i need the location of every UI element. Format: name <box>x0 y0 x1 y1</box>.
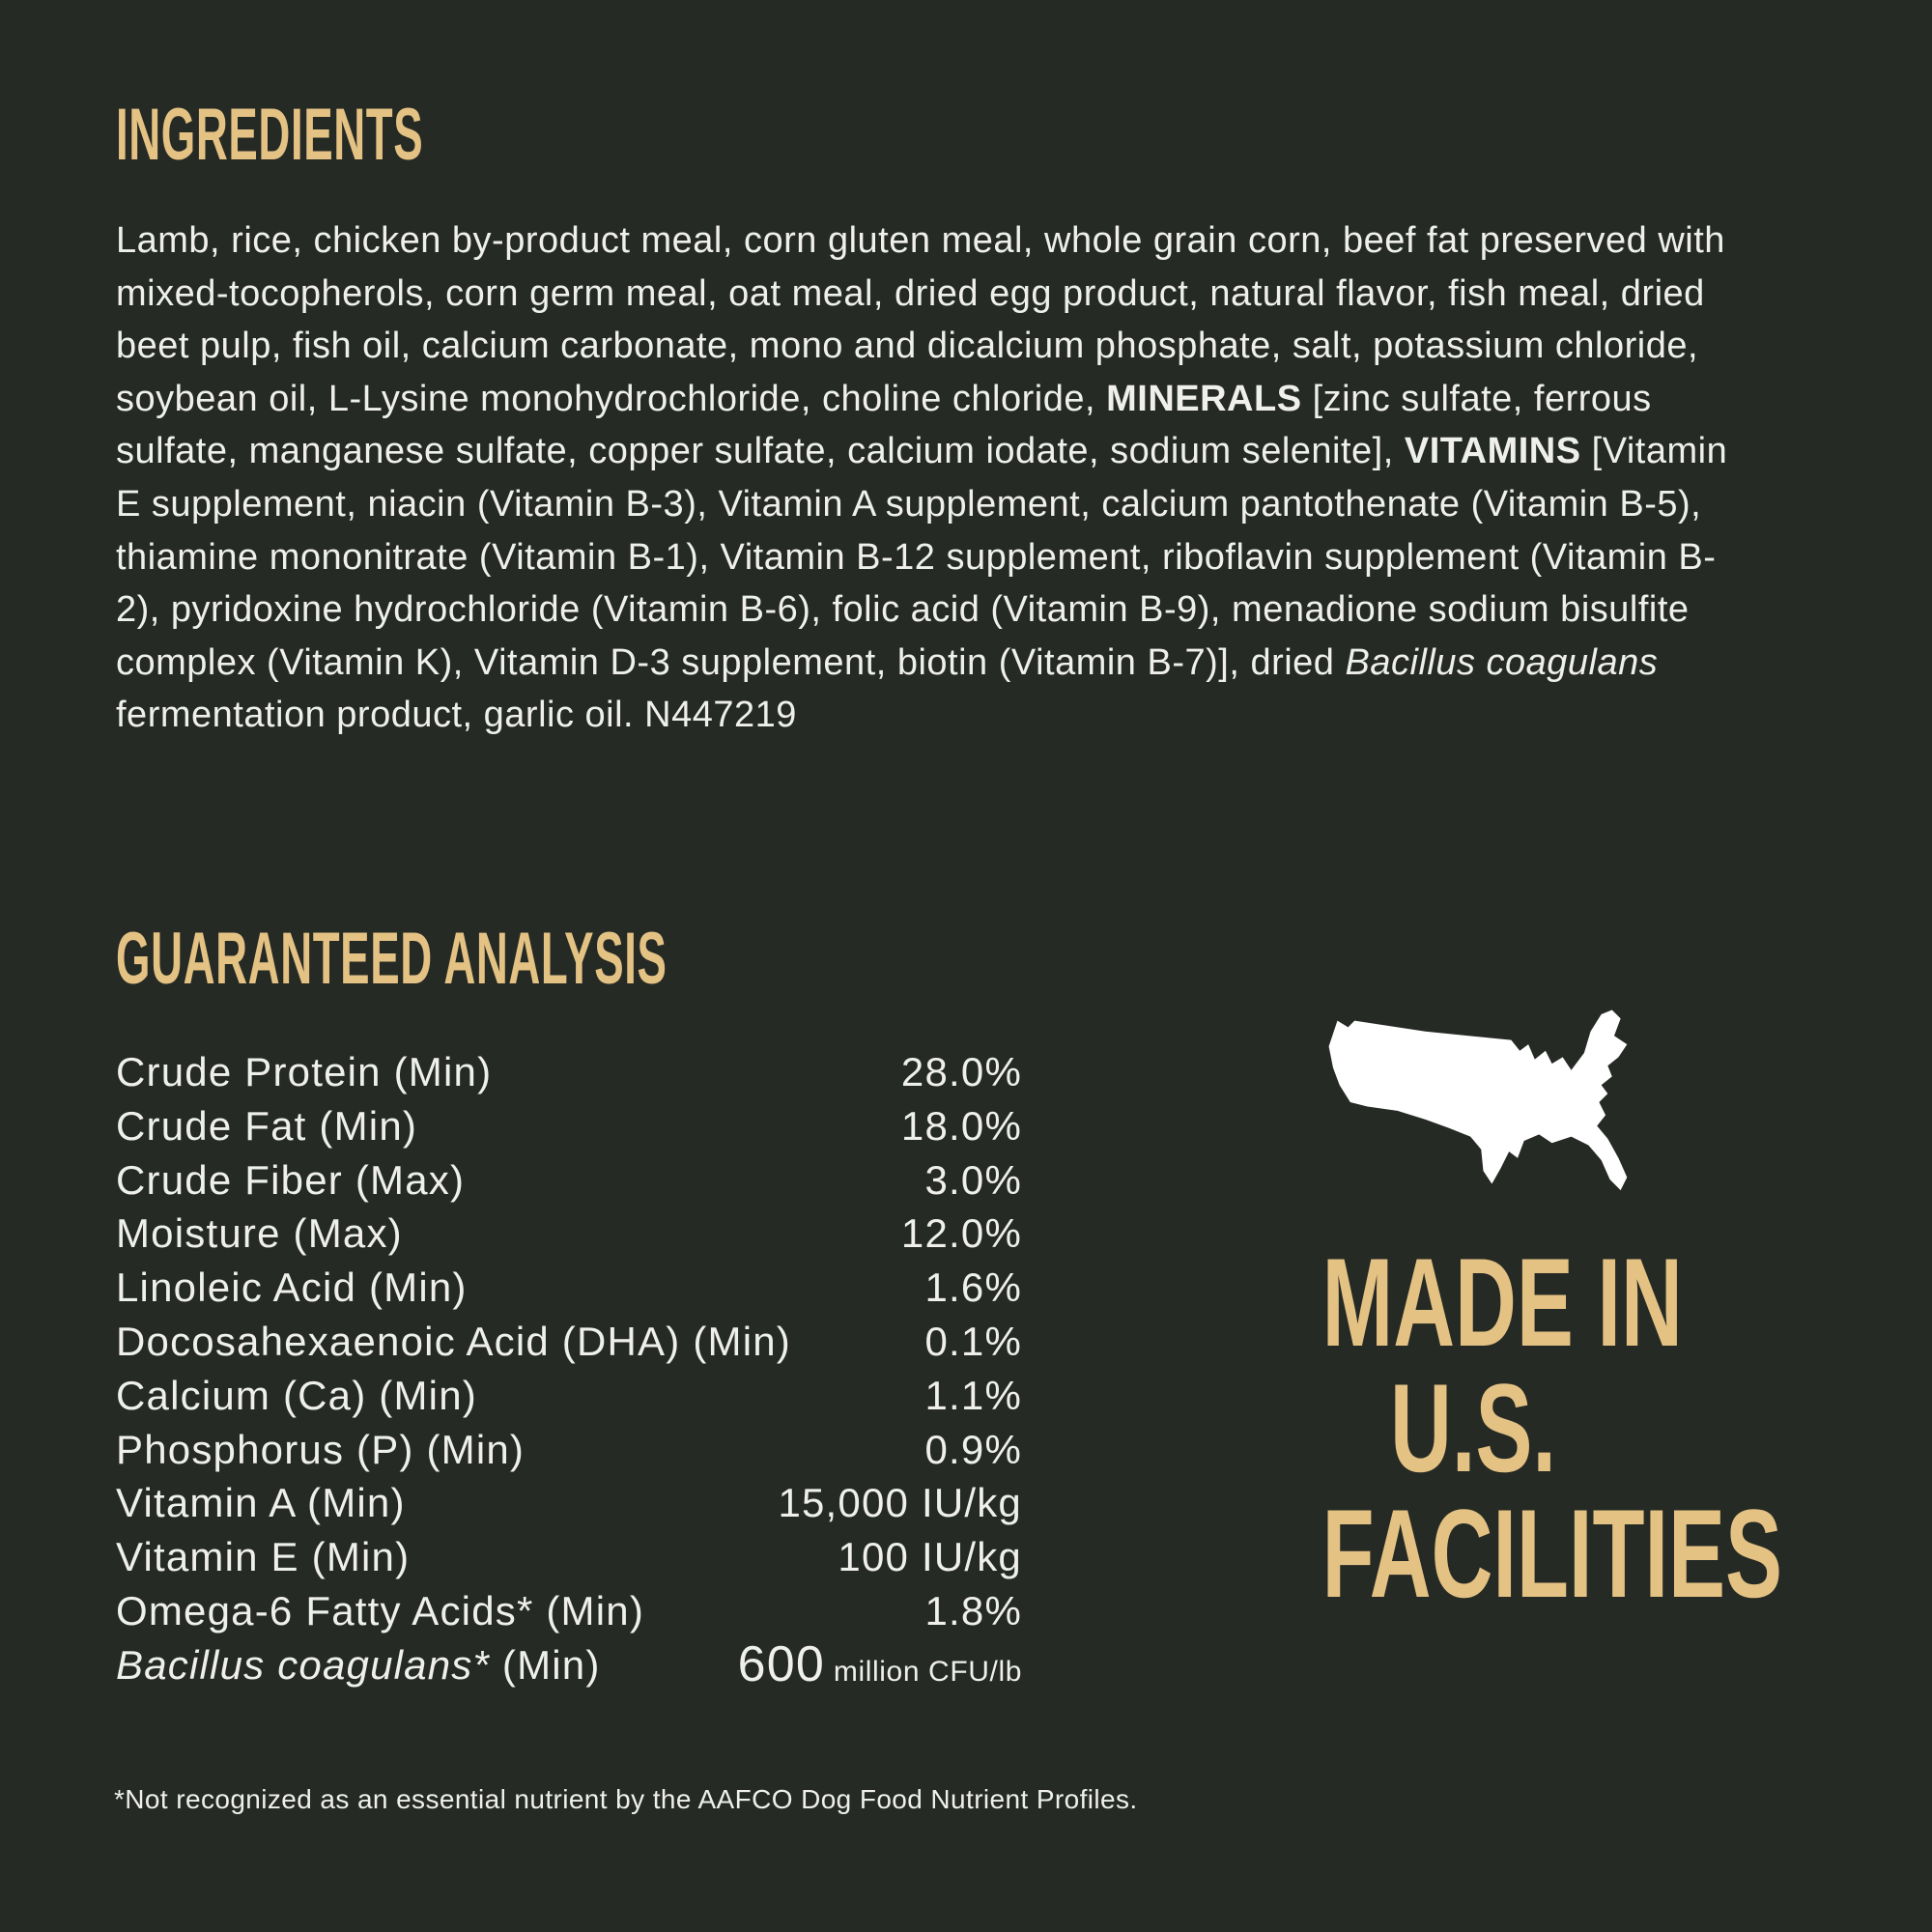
analysis-row-label: Moisture (Max) <box>116 1207 403 1261</box>
analysis-row-label: Phosphorus (P) (Min) <box>116 1423 525 1477</box>
value-part: 1.1% <box>924 1372 1022 1418</box>
value-part: 0.9% <box>924 1426 1022 1472</box>
analysis-row-value: 1.6% <box>924 1261 1022 1315</box>
analysis-row-value: 100 IU/kg <box>838 1530 1022 1584</box>
analysis-row-value: 28.0% <box>901 1045 1022 1099</box>
analysis-row-label: Vitamin A (Min) <box>116 1476 406 1530</box>
analysis-row: Crude Fat (Min) 18.0% <box>116 1099 1022 1153</box>
made-in-line-2: U.S. <box>1390 1357 1556 1498</box>
value-part: 15,000 IU/kg <box>778 1480 1022 1526</box>
value-part: 18.0% <box>900 1102 1022 1149</box>
text-segment: Crude Protein (Min) <box>116 1049 493 1094</box>
analysis-row-label: Crude Protein (Min) <box>116 1045 492 1099</box>
analysis-row-label: Crude Fat (Min) <box>116 1099 417 1153</box>
analysis-row-value: 600 million CFU/lb <box>737 1635 1022 1699</box>
text-segment: [Vitamin E supplement, niacin (Vitamin B… <box>116 431 1728 683</box>
text-segment: Linoleic Acid (Min) <box>116 1264 468 1311</box>
analysis-row-value: 1.1% <box>924 1369 1022 1423</box>
analysis-row-value: 15,000 IU/kg <box>778 1476 1022 1530</box>
analysis-row-label: Omega-6 Fatty Acids* (Min) <box>116 1584 644 1638</box>
analysis-row: Crude Protein (Min) 28.0% <box>116 1045 1022 1099</box>
analysis-row-label: Vitamin E (Min) <box>116 1530 410 1584</box>
text-segment: (Min) <box>490 1641 601 1688</box>
analysis-row-value: 1.8% <box>924 1584 1022 1638</box>
analysis-row: Calcium (Ca) (Min) 1.1% <box>116 1369 1022 1423</box>
value-part: 12.0% <box>900 1210 1022 1257</box>
value-part: 3.0% <box>924 1156 1022 1203</box>
analysis-row-label: Linoleic Acid (Min) <box>116 1261 468 1315</box>
made-in-line-3: FACILITIES <box>1321 1483 1783 1624</box>
usa-map-icon <box>1328 1009 1627 1191</box>
text-segment: Bacillus coagulans* <box>116 1641 491 1688</box>
analysis-row-value: 12.0% <box>901 1207 1022 1261</box>
analysis-row-value: 0.1% <box>924 1315 1022 1369</box>
text-segment: Vitamin E (Min) <box>116 1534 411 1580</box>
text-segment: Moisture (Max) <box>116 1210 403 1257</box>
analysis-row: Omega-6 Fatty Acids* (Min) 1.8% <box>116 1584 1022 1638</box>
value-part: 1.8% <box>924 1587 1022 1634</box>
ingredients-text: Lamb, rice, chicken by-product meal, cor… <box>116 214 1748 742</box>
text-segment: Phosphorus (P) (Min) <box>116 1426 526 1472</box>
aafco-footnote: *Not recognized as an essential nutrient… <box>114 1784 1138 1814</box>
analysis-row: Moisture (Max) 12.0% <box>116 1207 1022 1261</box>
text-segment: MINERALS <box>1106 378 1302 419</box>
analysis-row: Docosahexaenoic Acid (DHA) (Min) 0.1% <box>116 1315 1022 1369</box>
text-segment: Vitamin A (Min) <box>116 1480 406 1526</box>
guaranteed-analysis-heading: GUARANTEED ANALYSIS <box>116 918 668 1000</box>
analysis-row: Vitamin A (Min) 15,000 IU/kg <box>116 1476 1022 1530</box>
value-part: 1.6% <box>924 1264 1022 1311</box>
value-part: 100 IU/kg <box>838 1534 1022 1580</box>
text-segment: Bacillus coagulans <box>1345 641 1659 683</box>
text-segment: [zinc sulfate, ferrous sulfate, manganes… <box>116 378 1652 472</box>
text-segment: Calcium (Ca) (Min) <box>116 1372 477 1418</box>
analysis-row: Bacillus coagulans* (Min) 600 million CFU… <box>116 1637 1022 1692</box>
guaranteed-analysis-table: Crude Protein (Min) 28.0% Crude Fat (Min) 1… <box>116 1045 1022 1692</box>
text-segment: Crude Fiber (Max) <box>116 1156 466 1203</box>
text-segment: Crude Fat (Min) <box>116 1102 418 1149</box>
value-part: 600 <box>737 1635 825 1692</box>
analysis-row-label: Bacillus coagulans* (Min) <box>116 1638 601 1692</box>
value-part: million CFU/lb <box>824 1655 1022 1688</box>
analysis-row-label: Calcium (Ca) (Min) <box>116 1369 477 1423</box>
ingredients-heading: INGREDIENTS <box>116 94 424 176</box>
analysis-row: Vitamin E (Min) 100 IU/kg <box>116 1530 1022 1584</box>
analysis-row-label: Docosahexaenoic Acid (DHA) (Min) <box>116 1315 791 1369</box>
text-segment: VITAMINS <box>1404 431 1581 472</box>
text-segment: fermentation product, garlic oil. N44721… <box>116 695 797 736</box>
made-in-line-1: MADE IN <box>1321 1232 1683 1373</box>
text-segment: Docosahexaenoic Acid (DHA) (Min) <box>116 1318 791 1364</box>
analysis-row: Linoleic Acid (Min) 1.6% <box>116 1261 1022 1315</box>
text-segment: Omega-6 Fatty Acids* (Min) <box>116 1587 645 1634</box>
analysis-row: Phosphorus (P) (Min) 0.9% <box>116 1423 1022 1477</box>
made-in-text: MADE IN U.S. FACILITIES <box>1251 1232 1783 1624</box>
analysis-row-label: Crude Fiber (Max) <box>116 1153 465 1208</box>
analysis-row-value: 3.0% <box>924 1153 1022 1208</box>
analysis-row: Crude Fiber (Max) 3.0% <box>116 1153 1022 1208</box>
analysis-row-value: 0.9% <box>924 1423 1022 1477</box>
value-part: 28.0% <box>900 1049 1022 1094</box>
analysis-row-value: 18.0% <box>901 1099 1022 1153</box>
text-segment: Lamb, rice, chicken by-product meal, cor… <box>116 220 1725 419</box>
made-in-us-block: MADE IN U.S. FACILITIES <box>1251 995 1783 1624</box>
value-part: 0.1% <box>924 1318 1022 1364</box>
